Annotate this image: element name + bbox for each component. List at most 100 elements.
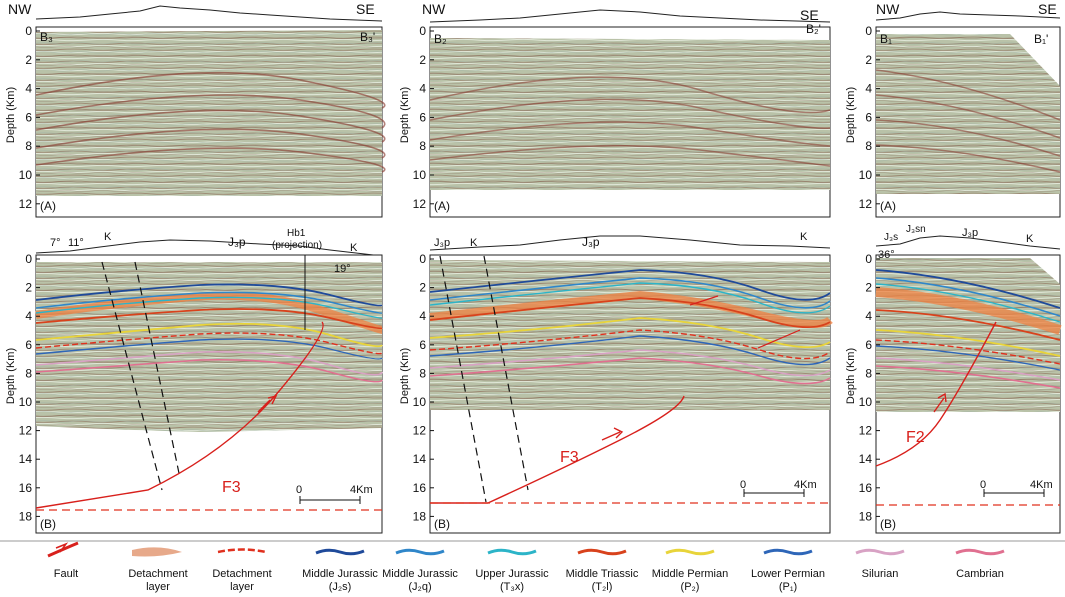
detachment-dashed-swatch xyxy=(217,548,267,554)
legend-sublabel: layer xyxy=(230,581,254,593)
axis-label: Depth (Km) xyxy=(399,348,411,404)
surface-label: J₃p xyxy=(434,237,450,249)
legend-sublabel: layer xyxy=(146,581,170,593)
legend-item-p1: Lower Permian(P₁) xyxy=(751,548,825,593)
panel-b2-bottom: F3 0 4Km J₃p K J₃p K (B) xyxy=(429,231,833,534)
panel-b1-bottom: F2 0 4Km J₃s J₃sn J₃p K 36° (B) xyxy=(875,224,1062,534)
axis-tick-label: 4 xyxy=(419,82,426,96)
detachment-layer-fill xyxy=(875,287,1062,335)
axis-tick-label: 10 xyxy=(19,395,33,409)
axis-tick-label: 14 xyxy=(413,452,427,466)
horizon-t3x xyxy=(875,283,1061,323)
se-label: SE xyxy=(1038,1,1057,17)
depth-axes-bottom: 0 2 4 6 8 10 12 14 16 18 Depth (Km) 0 2 4 6 8 10 12 14 16 18… xyxy=(5,252,880,523)
axis-tick-label: 4 xyxy=(25,82,32,96)
scale-zero: 0 xyxy=(296,484,302,496)
horizon-j2q xyxy=(875,277,1061,317)
inferred-fault xyxy=(439,255,487,503)
horizon-silurian xyxy=(35,350,383,376)
axis-tick-label: 6 xyxy=(865,338,872,352)
surface-label: K xyxy=(470,237,478,249)
axis-tick-label: 10 xyxy=(413,395,427,409)
axis-tick-label: 10 xyxy=(413,168,427,182)
surface-label: 7° xyxy=(50,237,61,249)
surface-label: J₃sn xyxy=(906,224,926,235)
legend-item-t2l: Middle Triassic(T₂l) xyxy=(566,548,639,593)
legend-label: Silurian xyxy=(862,568,899,580)
horizon-j2q xyxy=(35,291,383,314)
legend-item-t3x: Upper Jurassic(T₃x) xyxy=(475,548,549,593)
panel-tag: (B) xyxy=(40,517,56,531)
section-id-left: B₂ xyxy=(434,32,447,46)
axis-tick-label: 2 xyxy=(865,53,872,67)
reflector-lines xyxy=(875,69,1061,173)
fault-arrow-head xyxy=(937,392,947,403)
minor-fault xyxy=(689,295,719,306)
legend-label: Lower Permian xyxy=(751,568,825,580)
axis-tick-label: 4 xyxy=(865,82,872,96)
horizon-cambrian xyxy=(35,358,383,383)
horizon-t2l xyxy=(429,297,831,329)
horizon-silurian xyxy=(875,357,1061,381)
topography-line xyxy=(429,9,831,23)
legend-label: Middle Jurassic xyxy=(382,568,458,580)
surface-label: 19° xyxy=(334,263,351,275)
legend-label: Detachment xyxy=(128,568,187,580)
surface-label: J₃s xyxy=(884,232,898,243)
horizon-j2s xyxy=(875,269,1061,309)
nw-label: NW xyxy=(422,1,446,17)
axis-tick-label: 0 xyxy=(25,24,32,38)
axis-tick-label: 4 xyxy=(25,309,32,323)
axis-tick-label: 2 xyxy=(25,281,32,295)
surface-label: K xyxy=(1026,233,1034,245)
axis-label: Depth (Km) xyxy=(399,87,411,143)
horizon-silurian xyxy=(429,349,831,377)
axis-tick-label: 18 xyxy=(19,509,33,523)
fault-label: F3 xyxy=(222,479,241,496)
seismic-texture xyxy=(36,30,382,196)
horizon-cambrian xyxy=(429,357,831,385)
horizon-t3x xyxy=(35,296,383,319)
panel-tag: (A) xyxy=(880,199,896,213)
fault-arrow xyxy=(933,397,945,413)
topography-line xyxy=(875,235,1061,250)
horizon-detachment-dashed xyxy=(35,332,383,355)
axis-tick-label: 0 xyxy=(419,252,426,266)
fault-arrow-head xyxy=(613,427,624,439)
legend-sublabel: (J₂s) xyxy=(329,581,352,593)
topography-line xyxy=(35,239,383,257)
legend-sublabel: (P₂) xyxy=(681,581,700,593)
axis-tick-label: 12 xyxy=(859,197,873,211)
legend-item-cambrian: Cambrian xyxy=(955,548,1005,580)
axis-tick-label: 14 xyxy=(19,452,33,466)
panel-b2-top: NW SE B₂ B₂' (A) xyxy=(422,1,831,218)
legend-item-fault: Fault xyxy=(47,541,79,580)
topography-line xyxy=(875,11,1061,21)
horizon-j2s xyxy=(35,283,383,307)
scale-end: 4Km xyxy=(350,484,373,496)
horizon-p1 xyxy=(35,338,383,360)
surface-label: K xyxy=(800,231,808,243)
axis-tick-label: 18 xyxy=(859,509,873,523)
fault-label: F3 xyxy=(560,449,579,466)
horizon-swatch xyxy=(955,548,1005,556)
horizon-p2 xyxy=(429,317,831,349)
axis-label: Depth (Km) xyxy=(5,348,17,404)
depth-axes-top: 0 2 4 6 8 10 12 Depth (Km) 0 2 4 6 8 10 12 Depth (Km) 0 2… xyxy=(5,24,880,211)
seismic-texture xyxy=(36,262,382,432)
seismic-texture xyxy=(430,38,830,190)
horizon-swatch xyxy=(665,548,715,556)
axis-tick-label: 6 xyxy=(419,110,426,124)
axis-tick-label: 14 xyxy=(859,452,873,466)
axis-tick-label: 10 xyxy=(859,395,873,409)
axis-tick-label: 8 xyxy=(25,139,32,153)
horizon-swatch xyxy=(855,548,905,556)
axis-tick-label: 12 xyxy=(413,424,427,438)
axis-label: Depth (Km) xyxy=(845,87,857,143)
axis-tick-label: 6 xyxy=(865,110,872,124)
surface-label: K xyxy=(350,242,358,254)
horizon-p2 xyxy=(875,329,1061,357)
scale-zero: 0 xyxy=(740,479,746,491)
